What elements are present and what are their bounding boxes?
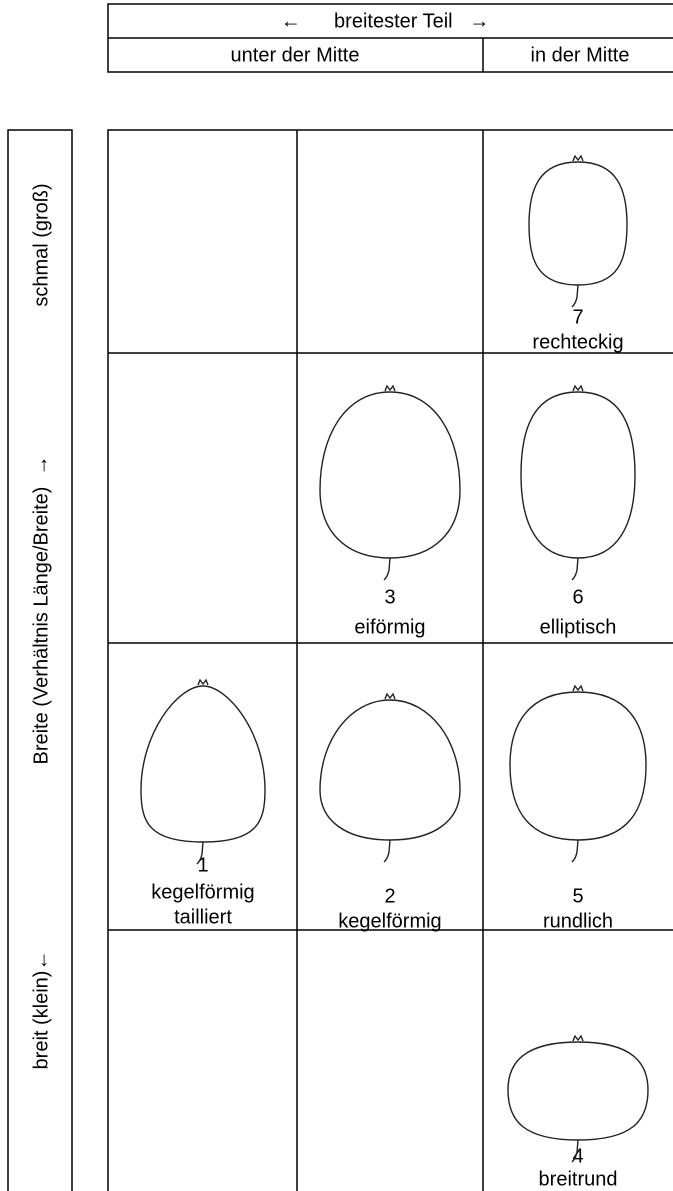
cell-number: 7 — [572, 306, 583, 328]
cell-number: 4 — [572, 1145, 583, 1167]
cell-number: 3 — [384, 586, 395, 608]
header-right: in der Mitte — [531, 44, 630, 66]
apple-stem — [571, 1139, 579, 1163]
cell-number: 5 — [572, 885, 583, 907]
cell-label: rundlich — [543, 910, 613, 932]
side-middle: Breite (Verhältnis Länge/Breite) → — [30, 455, 52, 764]
apple-crown — [572, 684, 584, 692]
apple-stem — [196, 841, 204, 865]
apple-stem — [571, 284, 579, 308]
cell-number: 2 — [384, 885, 395, 907]
header-left: unter der Mitte — [231, 44, 360, 66]
apple-outline — [140, 685, 266, 843]
apple-outline — [520, 391, 636, 559]
cell-label: tailliert — [174, 906, 232, 928]
cell-label: elliptisch — [540, 616, 617, 638]
side-border — [7, 129, 73, 1191]
apple-stem — [383, 839, 391, 863]
apple-crown — [572, 384, 584, 392]
apple-outline — [319, 699, 461, 841]
apple-crown — [572, 154, 584, 162]
side-bottom: breit (klein)← — [30, 951, 52, 1070]
cell-label: eiförmig — [354, 616, 425, 638]
grid — [107, 129, 673, 1191]
apple-outline — [509, 691, 647, 841]
apple-crown — [384, 384, 396, 392]
cell-number: 6 — [572, 586, 583, 608]
apple-outline — [528, 161, 628, 286]
apple-outline — [319, 391, 461, 559]
cell-label: breitrund — [539, 1168, 618, 1190]
apple-stem — [571, 557, 579, 581]
apple-crown — [572, 1034, 584, 1042]
grid-border — [107, 129, 673, 1191]
side-top: schmal (groß) — [30, 183, 52, 306]
side-box: schmal (groß) Breite (Verhältnis Länge/B… — [7, 129, 73, 1191]
apple-stem — [571, 839, 579, 863]
header-table: ← breitester Teil → unter der Mitte in d… — [107, 3, 673, 73]
apple-crown — [384, 692, 396, 700]
cell-number: 1 — [197, 854, 208, 876]
cell-label: kegelförmig — [151, 881, 254, 903]
apple-outline — [507, 1041, 649, 1141]
cell-label: rechteckig — [532, 331, 623, 353]
cell-label: kegelförmig — [338, 910, 441, 932]
apple-crown — [197, 678, 209, 686]
header-top: ← breitester Teil → — [281, 10, 490, 32]
apple-stem — [383, 557, 391, 581]
